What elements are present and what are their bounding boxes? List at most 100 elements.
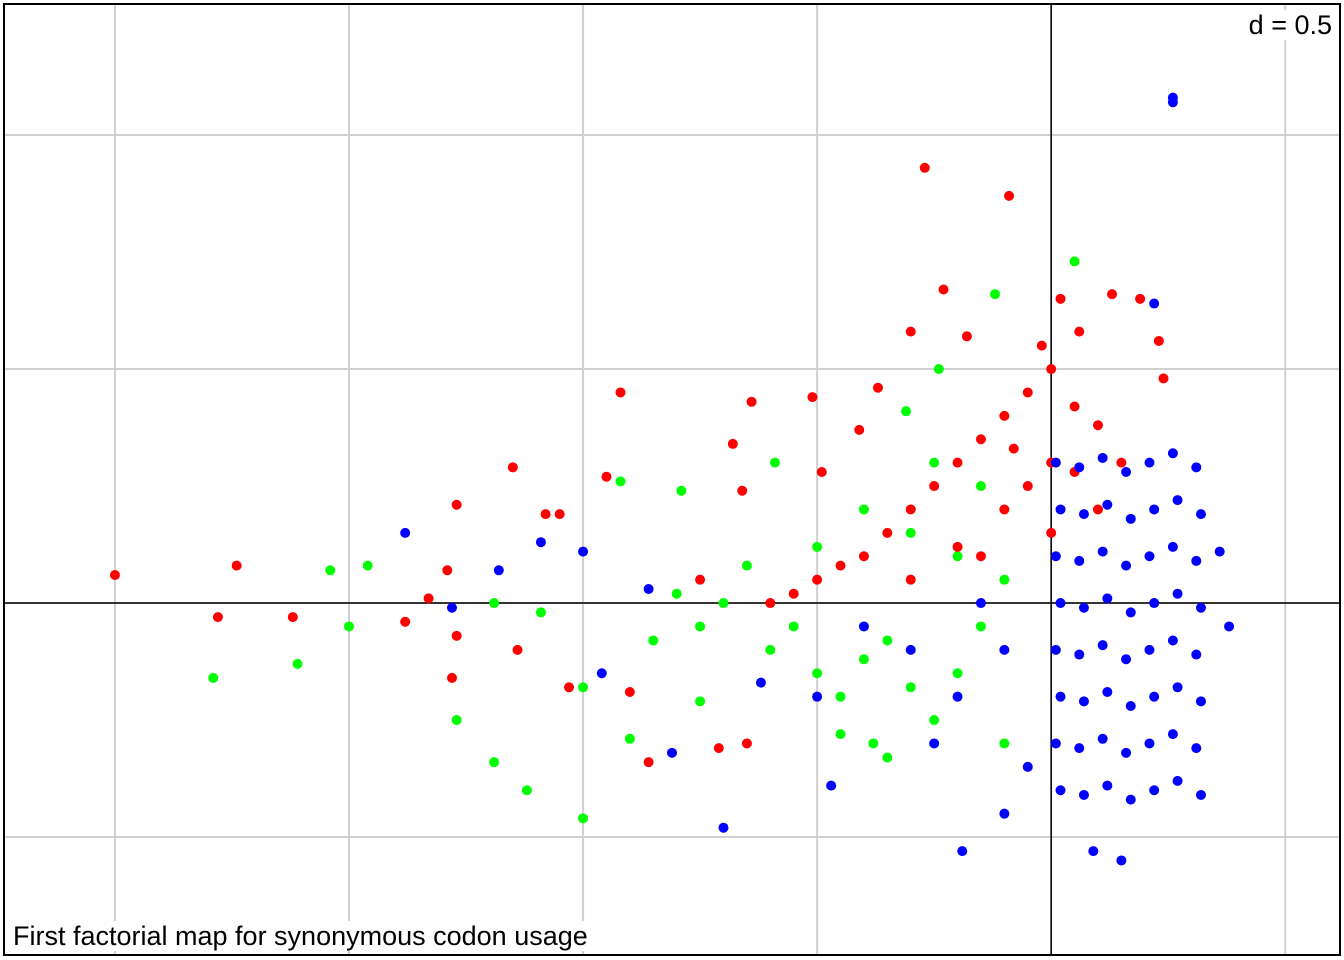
point bbox=[109, 569, 120, 580]
point bbox=[1050, 738, 1061, 749]
point bbox=[596, 668, 607, 679]
point bbox=[535, 537, 546, 548]
point bbox=[1055, 598, 1066, 609]
point bbox=[1004, 190, 1015, 201]
point bbox=[975, 481, 986, 492]
point bbox=[1125, 513, 1136, 524]
point bbox=[737, 485, 748, 496]
point bbox=[999, 504, 1010, 515]
point bbox=[1074, 462, 1085, 473]
point bbox=[1224, 621, 1235, 632]
point bbox=[512, 644, 523, 655]
point bbox=[812, 541, 823, 552]
point bbox=[507, 462, 518, 473]
point bbox=[1078, 602, 1089, 613]
point bbox=[1149, 691, 1160, 702]
point bbox=[952, 551, 963, 562]
point bbox=[1046, 364, 1057, 375]
point bbox=[975, 598, 986, 609]
point bbox=[1214, 546, 1225, 557]
point bbox=[1135, 293, 1146, 304]
point bbox=[1102, 780, 1113, 791]
point bbox=[858, 551, 869, 562]
point bbox=[812, 691, 823, 702]
point bbox=[1172, 588, 1183, 599]
point bbox=[1022, 387, 1033, 398]
point bbox=[905, 326, 916, 337]
point bbox=[1092, 420, 1103, 431]
point bbox=[905, 527, 916, 538]
point bbox=[643, 584, 654, 595]
point bbox=[1153, 335, 1164, 346]
point bbox=[952, 668, 963, 679]
point bbox=[1121, 467, 1132, 478]
point bbox=[929, 481, 940, 492]
point bbox=[1074, 743, 1085, 754]
point bbox=[648, 635, 659, 646]
point bbox=[938, 284, 949, 295]
point bbox=[769, 457, 780, 468]
point bbox=[1125, 607, 1136, 618]
point bbox=[554, 509, 565, 520]
point bbox=[746, 396, 757, 407]
scale-label: d = 0.5 bbox=[1249, 10, 1332, 40]
point bbox=[882, 752, 893, 763]
point bbox=[671, 588, 682, 599]
point bbox=[624, 686, 635, 697]
point bbox=[578, 546, 589, 557]
point bbox=[1121, 747, 1132, 758]
point bbox=[1078, 696, 1089, 707]
point bbox=[1149, 598, 1160, 609]
point bbox=[446, 672, 457, 683]
point bbox=[1125, 794, 1136, 805]
point bbox=[868, 738, 879, 749]
point bbox=[975, 434, 986, 445]
point bbox=[1107, 289, 1118, 300]
title-bg bbox=[9, 921, 592, 951]
point bbox=[1195, 602, 1206, 613]
point bbox=[858, 621, 869, 632]
point bbox=[442, 565, 453, 576]
point bbox=[713, 743, 724, 754]
point bbox=[1078, 789, 1089, 800]
point bbox=[1121, 560, 1132, 571]
point bbox=[1195, 509, 1206, 520]
point bbox=[521, 785, 532, 796]
point bbox=[578, 682, 589, 693]
point bbox=[1097, 452, 1108, 463]
point bbox=[601, 471, 612, 482]
point bbox=[208, 672, 219, 683]
point bbox=[882, 527, 893, 538]
point bbox=[975, 621, 986, 632]
point bbox=[1167, 635, 1178, 646]
point bbox=[1055, 504, 1066, 515]
point bbox=[1069, 401, 1080, 412]
point bbox=[1116, 457, 1127, 468]
point bbox=[1074, 555, 1085, 566]
point bbox=[727, 438, 738, 449]
scale-label-bg bbox=[1244, 10, 1336, 40]
point bbox=[624, 733, 635, 744]
point bbox=[788, 588, 799, 599]
point bbox=[287, 612, 298, 623]
point bbox=[423, 593, 434, 604]
point bbox=[1191, 743, 1202, 754]
point bbox=[1074, 649, 1085, 660]
point bbox=[400, 616, 411, 627]
frame bbox=[3, 3, 1341, 956]
point bbox=[1125, 701, 1136, 712]
point bbox=[1069, 256, 1080, 267]
point bbox=[1097, 546, 1108, 557]
point bbox=[835, 560, 846, 571]
point bbox=[1022, 761, 1033, 772]
point bbox=[999, 738, 1010, 749]
point bbox=[1097, 640, 1108, 651]
point bbox=[1046, 527, 1057, 538]
point bbox=[1008, 443, 1019, 454]
point bbox=[540, 509, 551, 520]
point bbox=[741, 738, 752, 749]
point bbox=[765, 644, 776, 655]
point bbox=[1121, 654, 1132, 665]
point bbox=[643, 757, 654, 768]
